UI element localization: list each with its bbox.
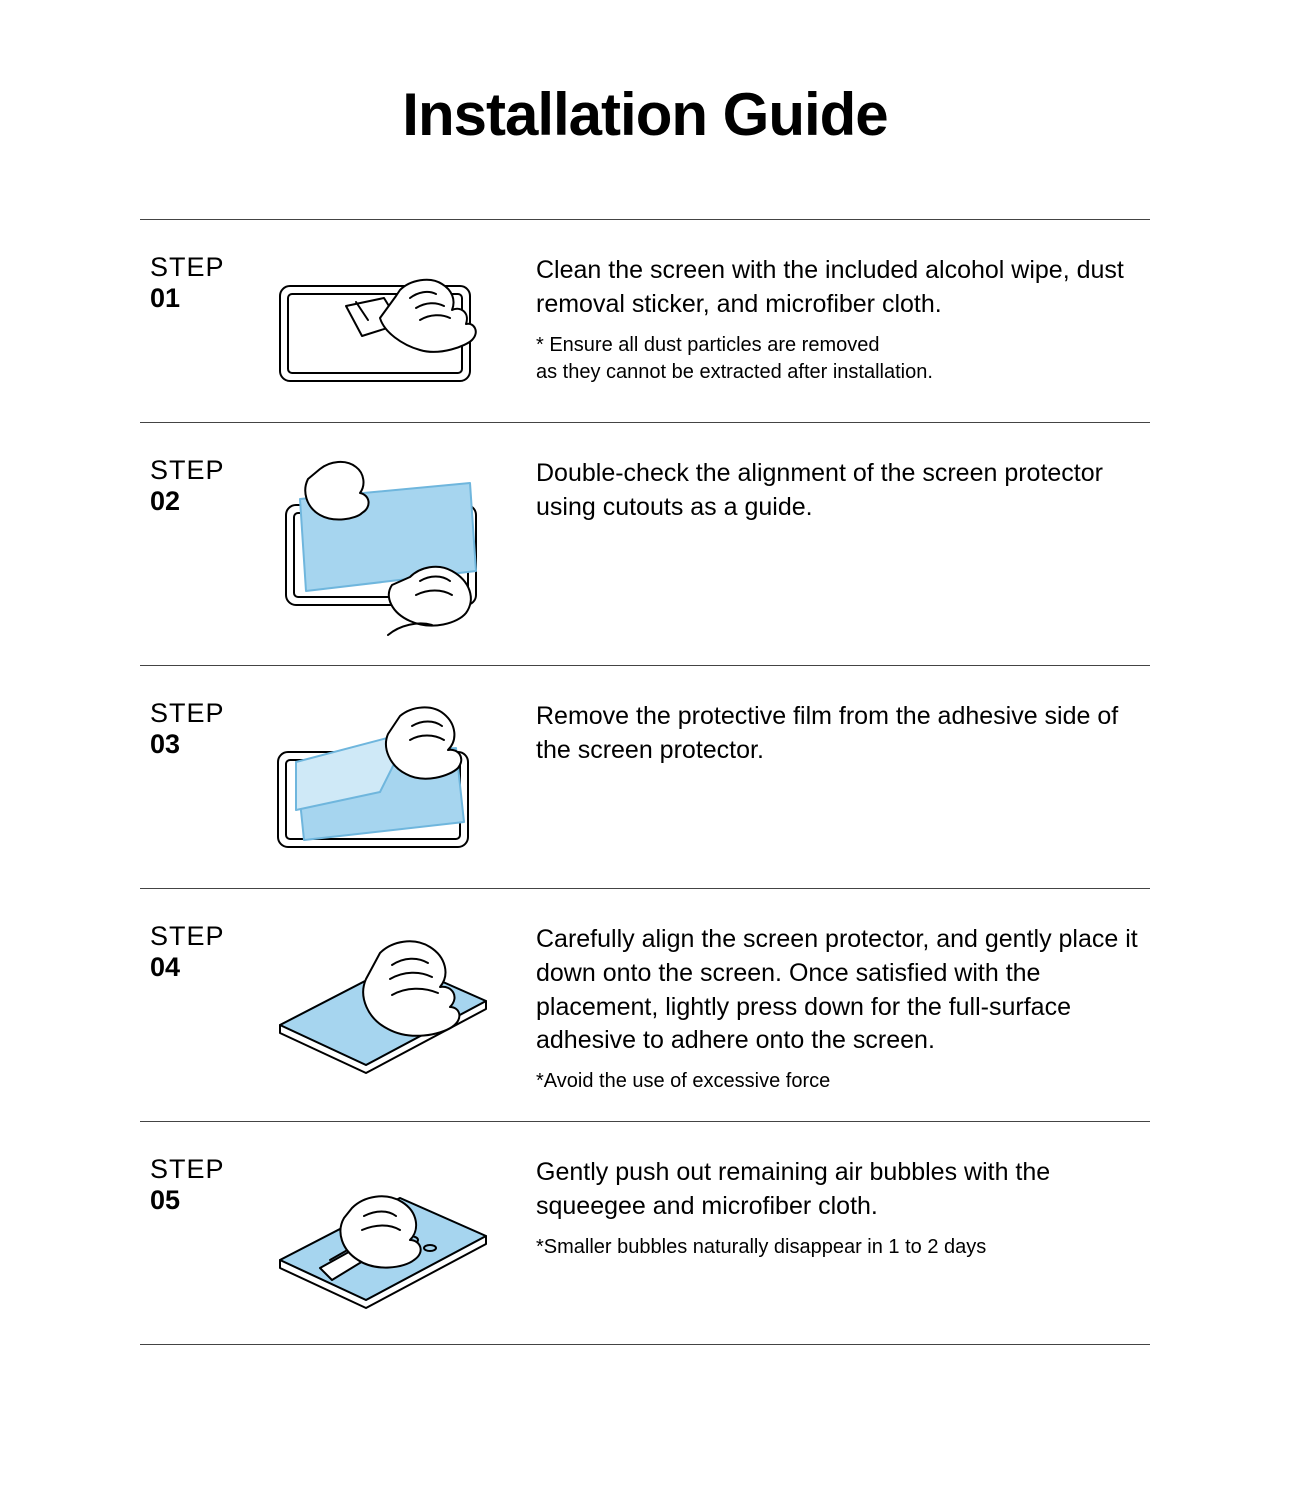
- step-word: STEP: [150, 1154, 260, 1185]
- page: Installation Guide STEP 01: [0, 0, 1290, 1405]
- step-03-label: STEP 03: [140, 692, 260, 760]
- step-02-text: Double-check the alignment of the screen…: [536, 457, 1150, 525]
- step-word: STEP: [150, 455, 260, 486]
- step-word: STEP: [150, 921, 260, 952]
- step-03-illustration: [260, 692, 500, 862]
- step-05-note: *Smaller bubbles naturally disappear in …: [536, 1234, 1150, 1261]
- step-05-number: 05: [150, 1185, 260, 1216]
- steps-list: STEP 01: [140, 219, 1150, 1345]
- step-01-number: 01: [150, 283, 260, 314]
- step-word: STEP: [150, 698, 260, 729]
- step-01: STEP 01: [140, 220, 1150, 423]
- step-01-label: STEP 01: [140, 246, 260, 314]
- step-04: STEP 04: [140, 889, 1150, 1122]
- step-02-number: 02: [150, 486, 260, 517]
- step-01-description: Clean the screen with the included alcoh…: [500, 246, 1150, 386]
- step-03: STEP 03: [140, 666, 1150, 889]
- step-05-label: STEP 05: [140, 1148, 260, 1216]
- step-01-note: * Ensure all dust particles are removed …: [536, 332, 1150, 386]
- page-title: Installation Guide: [100, 80, 1190, 149]
- step-01-text: Clean the screen with the included alcoh…: [536, 254, 1150, 322]
- step-03-number: 03: [150, 729, 260, 760]
- step-04-label: STEP 04: [140, 915, 260, 983]
- step-04-note: *Avoid the use of excessive force: [536, 1068, 1150, 1095]
- step-04-text: Carefully align the screen protector, an…: [536, 923, 1150, 1058]
- step-02-label: STEP 02: [140, 449, 260, 517]
- step-04-number: 04: [150, 952, 260, 983]
- step-01-illustration: [260, 246, 500, 396]
- step-02-description: Double-check the alignment of the screen…: [500, 449, 1150, 535]
- step-02-illustration: [260, 449, 500, 639]
- step-04-description: Carefully align the screen protector, an…: [500, 915, 1150, 1095]
- step-word: STEP: [150, 252, 260, 283]
- step-05: STEP 05: [140, 1122, 1150, 1345]
- step-03-description: Remove the protective film from the adhe…: [500, 692, 1150, 778]
- step-03-text: Remove the protective film from the adhe…: [536, 700, 1150, 768]
- step-05-illustration: [260, 1148, 500, 1318]
- step-05-description: Gently push out remaining air bubbles wi…: [500, 1148, 1150, 1261]
- step-04-illustration: [260, 915, 500, 1085]
- step-02: STEP 02: [140, 423, 1150, 666]
- step-05-text: Gently push out remaining air bubbles wi…: [536, 1156, 1150, 1224]
